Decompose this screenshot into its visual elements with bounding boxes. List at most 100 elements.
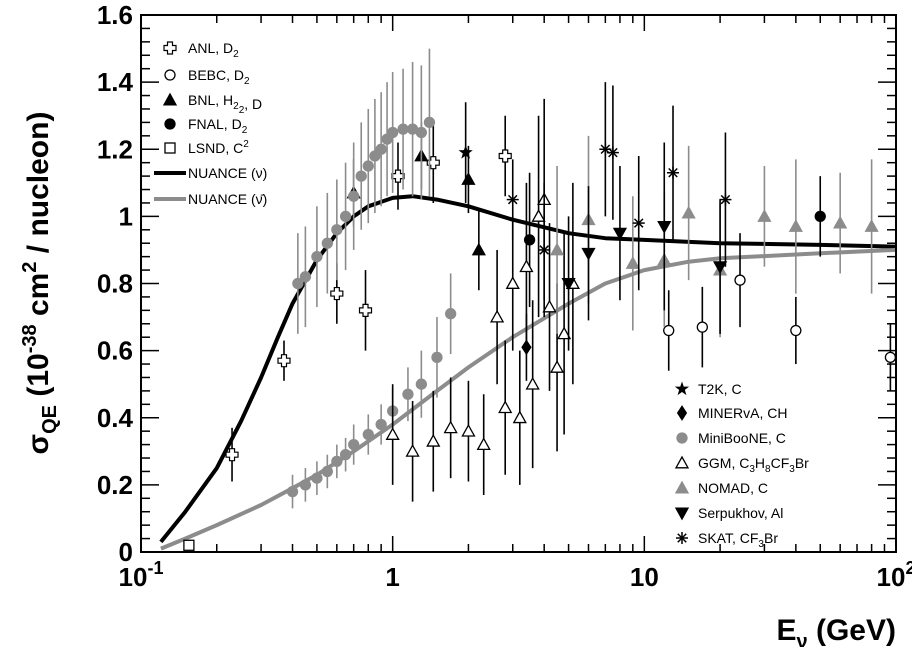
- data-point: [734, 274, 746, 286]
- data-point: [339, 449, 352, 461]
- data-point: [391, 169, 405, 183]
- data-point: [443, 420, 458, 434]
- data-point: [471, 242, 486, 256]
- x-axis-title: Eν (GeV): [777, 614, 897, 647]
- series-lsnd: [183, 539, 195, 551]
- data-point: [355, 170, 367, 182]
- y-tick-label: 0: [119, 537, 133, 567]
- legend-label-text: T2K, C: [698, 381, 742, 397]
- data-point: [476, 437, 491, 451]
- data-point: [498, 400, 513, 414]
- asterisk-stroke: [600, 144, 611, 155]
- legend-label-text: MiniBooNE, C: [698, 430, 786, 446]
- y-axis-unit: / nucleon): [22, 112, 55, 262]
- y-axis-subscript: QE: [39, 405, 61, 434]
- legend-marker: [676, 532, 688, 544]
- data-point: [557, 326, 572, 340]
- legend-label-text: Serpukhov, Al: [698, 505, 783, 521]
- data-point: [423, 116, 436, 129]
- legend-label: T2K, C: [698, 381, 742, 397]
- data-point: [385, 427, 400, 440]
- legend-label: MiniBooNE, C: [698, 430, 786, 446]
- legend-subscript: 3: [758, 539, 764, 550]
- legend-entry-nuance_nu: NUANCE (ν): [154, 165, 267, 181]
- data-point: [696, 321, 708, 333]
- x-tick-label: 102: [877, 558, 912, 592]
- data-point: [331, 224, 343, 236]
- data-point: [489, 309, 505, 323]
- asterisk-stroke: [507, 194, 518, 205]
- data-point: [426, 433, 441, 447]
- data-point: [757, 209, 772, 222]
- y-tick-label: 0.6: [97, 336, 133, 366]
- legend-entry-serpukhov: Serpukhov, Al: [674, 505, 783, 521]
- data-point: [542, 299, 557, 313]
- asterisk-stroke: [608, 147, 618, 158]
- y-axis-exponent: -38: [19, 324, 41, 353]
- legend-marker: [162, 92, 178, 106]
- asterisk-stroke: [633, 218, 644, 228]
- data-point: [519, 259, 534, 273]
- legend-label: FNAL, D2: [188, 116, 248, 136]
- data-point: [362, 428, 374, 441]
- x-tick-label: 10: [630, 562, 659, 592]
- data-point: [299, 479, 312, 491]
- legend-marker: [163, 41, 177, 55]
- legend-subscript: 2: [244, 76, 250, 87]
- legend-label-text: CF: [771, 455, 790, 471]
- legend-marker: [674, 480, 690, 494]
- data-point: [183, 539, 195, 551]
- asterisk-stroke: [668, 167, 678, 178]
- data-point: [612, 227, 628, 241]
- data-point: [525, 376, 540, 390]
- legend-marker: [164, 142, 176, 154]
- y-tick-label: 0.2: [97, 470, 133, 500]
- legend-marker: [676, 405, 688, 421]
- legend-label: LSND, C2: [188, 139, 249, 156]
- data-point: [331, 455, 343, 468]
- x-axis-subscript: ν: [797, 631, 808, 647]
- data-point: [299, 271, 312, 283]
- legend-subscript: 8: [765, 464, 771, 475]
- data-point: [311, 472, 323, 484]
- legend-label: GGM, C3H8CF3Br: [698, 455, 809, 475]
- data-point: [505, 276, 520, 289]
- legend-label: ANL, D2: [188, 40, 239, 60]
- legend-label-text: NUANCE (ν̄): [188, 191, 267, 207]
- data-point: [445, 308, 457, 320]
- data-point: [506, 193, 519, 206]
- legend-entry-anl: ANL, D2: [163, 40, 239, 60]
- data-point: [561, 278, 576, 291]
- legend-subscript: 2: [242, 125, 248, 136]
- y-tick-label: 1.4: [97, 67, 134, 97]
- plot-frame: [140, 14, 897, 553]
- x-axis-unit: (GeV): [808, 614, 896, 647]
- y-axis-unit: (10: [22, 353, 55, 405]
- legend-marker: [674, 381, 690, 396]
- legend-entry-nuance_nubar: NUANCE (ν̄): [154, 191, 267, 207]
- data-point: [667, 166, 680, 179]
- data-point: [498, 149, 512, 163]
- y-tick-label: 0.8: [97, 269, 133, 299]
- asterisk-stroke: [677, 533, 687, 543]
- data-point: [531, 209, 546, 222]
- data-point: [884, 351, 897, 363]
- legend-label: Serpukhov, Al: [698, 505, 783, 521]
- legend-entry-t2k: T2K, C: [674, 381, 742, 397]
- data-point: [375, 143, 387, 155]
- data-point: [461, 423, 476, 437]
- data-point: [348, 438, 360, 451]
- x-tick-label: 1: [385, 562, 399, 592]
- legend-label-text: BEBC, D: [188, 67, 244, 83]
- data-point: [311, 250, 323, 263]
- data-point: [581, 247, 596, 261]
- data-point: [790, 324, 802, 337]
- data-point: [339, 210, 352, 223]
- data-point: [286, 485, 299, 498]
- data-point: [415, 378, 427, 390]
- y-axis-unit: cm: [22, 273, 55, 325]
- legend-subscript: 3: [749, 464, 755, 475]
- data-point: [864, 219, 879, 232]
- y-tick-label: 0.4: [97, 403, 134, 433]
- y-tick-label: 1.2: [97, 134, 133, 164]
